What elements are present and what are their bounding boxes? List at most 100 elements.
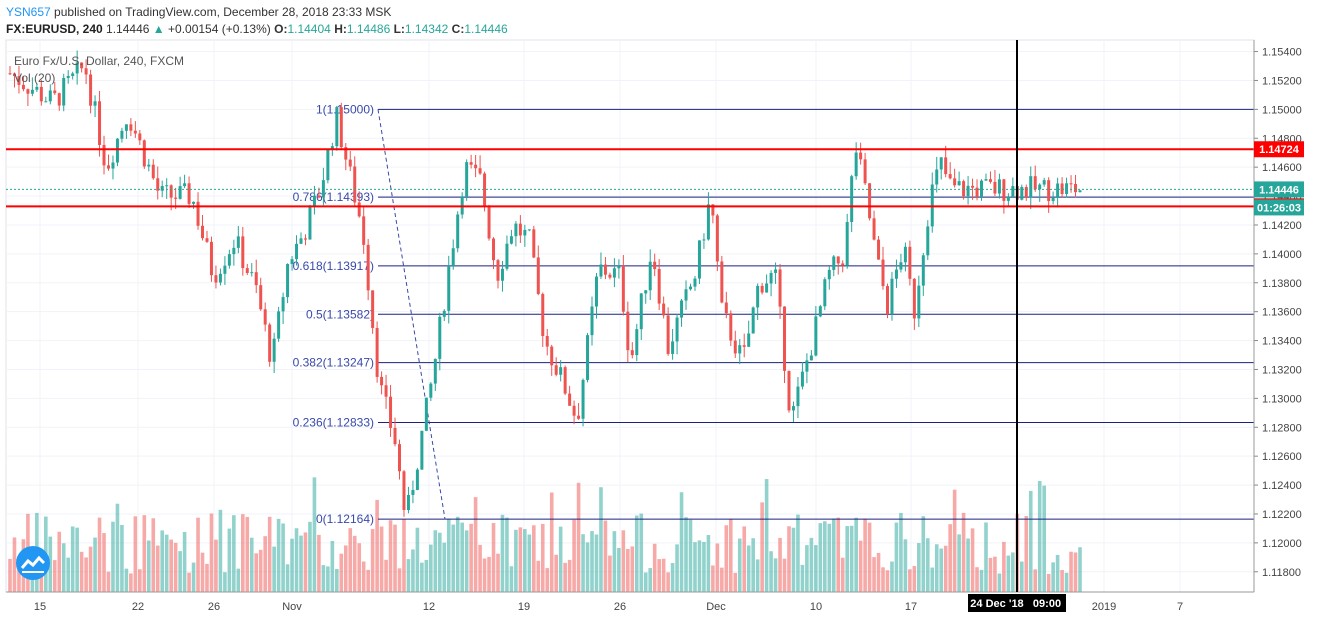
candle-body (375, 327, 379, 377)
volume-bar (335, 568, 339, 592)
candle-body (62, 78, 66, 106)
volume-bar (854, 517, 858, 592)
candle-body (223, 265, 227, 274)
volume-bar (48, 536, 53, 592)
candle-body (872, 218, 876, 240)
volume-bar (643, 572, 648, 592)
last-price-tag (1254, 199, 1304, 216)
close-label: C: (451, 22, 465, 36)
candle-body (245, 268, 249, 273)
volume-bar (634, 515, 639, 592)
candle-body (214, 275, 218, 283)
volume-bar (720, 567, 724, 592)
candle-body (478, 168, 482, 174)
volume-bar (120, 524, 124, 592)
volume-bar (429, 544, 433, 592)
candle-body (366, 244, 370, 291)
volume-bar (124, 568, 129, 592)
low-label: L: (393, 22, 405, 36)
candle-body (169, 185, 173, 198)
candle-body (192, 201, 196, 204)
candle-body (832, 256, 836, 270)
volume-bar (1037, 481, 1042, 592)
candle-body (769, 272, 773, 284)
candle-body (827, 269, 831, 280)
volume-bar (352, 535, 357, 592)
volume-bar (697, 540, 702, 592)
candle-body (621, 265, 625, 312)
volume-bar (652, 543, 657, 592)
volume-bar (890, 561, 894, 592)
x-tick-label: Dec (706, 601, 726, 613)
candle-body (980, 180, 984, 197)
volume-bar (102, 533, 106, 592)
volume-bar (603, 520, 608, 592)
candle-body (666, 315, 670, 354)
volume-bar (975, 567, 979, 592)
y-tick-label: 1.15000 (1262, 104, 1302, 116)
candle-body (263, 309, 267, 325)
publish-line: YSN657 published on TradingView.com, Dec… (6, 5, 391, 19)
candle-body (469, 162, 473, 165)
volume-bar (617, 548, 621, 592)
volume-bar (773, 558, 778, 592)
author-link[interactable]: YSN657 (6, 5, 51, 19)
candle-body (66, 76, 70, 79)
candle-body (966, 185, 970, 197)
tradingview-logo-icon[interactable] (16, 546, 50, 580)
candle-body (993, 181, 997, 194)
volume-bar (164, 534, 169, 592)
volume-bar (451, 524, 456, 592)
candle-body (1006, 196, 1010, 201)
volume-bar (554, 554, 558, 592)
y-tick-label: 1.14000 (1262, 249, 1302, 261)
candle-body (590, 306, 594, 336)
candle-body (671, 341, 675, 354)
candle-body (917, 285, 921, 319)
candle-body (357, 202, 361, 217)
candle-body (21, 84, 25, 90)
candle-body (608, 274, 612, 278)
volume-bar (679, 492, 684, 592)
high-value: 1.14486 (346, 22, 391, 36)
candle-body (939, 157, 943, 170)
volume-bar (840, 557, 845, 592)
candle-body (1020, 187, 1024, 200)
candle-body (218, 273, 222, 283)
y-tick-label: 1.13600 (1262, 307, 1302, 319)
x-tick-label: 2019 (1092, 601, 1116, 613)
volume-bar (715, 543, 720, 592)
y-tick-label: 1.15400 (1262, 47, 1302, 59)
candle-body (44, 101, 48, 103)
candle-body (944, 157, 948, 175)
volume-bar (925, 538, 930, 592)
volume-bar (464, 530, 469, 592)
volume-bar (657, 559, 661, 592)
candle-body (335, 107, 339, 147)
volume-bar (133, 516, 138, 592)
volume-bar (142, 515, 147, 592)
volume-bar (209, 513, 214, 592)
volume-bar (993, 556, 997, 592)
candle-body (474, 164, 478, 169)
candle-body (711, 204, 715, 216)
y-tick-label: 1.13200 (1262, 364, 1302, 376)
candle-body (545, 335, 549, 347)
candle-body (8, 73, 12, 75)
volume-bar (402, 519, 406, 592)
y-tick-label: 1.12400 (1262, 480, 1302, 492)
candle-body (572, 405, 576, 416)
candle-body (841, 263, 845, 266)
candle-body (514, 223, 518, 237)
candle-body (523, 229, 527, 236)
candle-body (509, 236, 513, 244)
volume-bar (326, 566, 330, 592)
volume-bar (666, 572, 670, 592)
candle-body (1033, 176, 1037, 190)
volume-bar (585, 542, 590, 592)
volume-bar (182, 532, 187, 592)
instrument-legend: Euro Fx/U.S. Dollar, 240, FXCM (14, 54, 185, 68)
candle-body (57, 93, 61, 106)
y-tick-label: 1.12600 (1262, 451, 1302, 463)
